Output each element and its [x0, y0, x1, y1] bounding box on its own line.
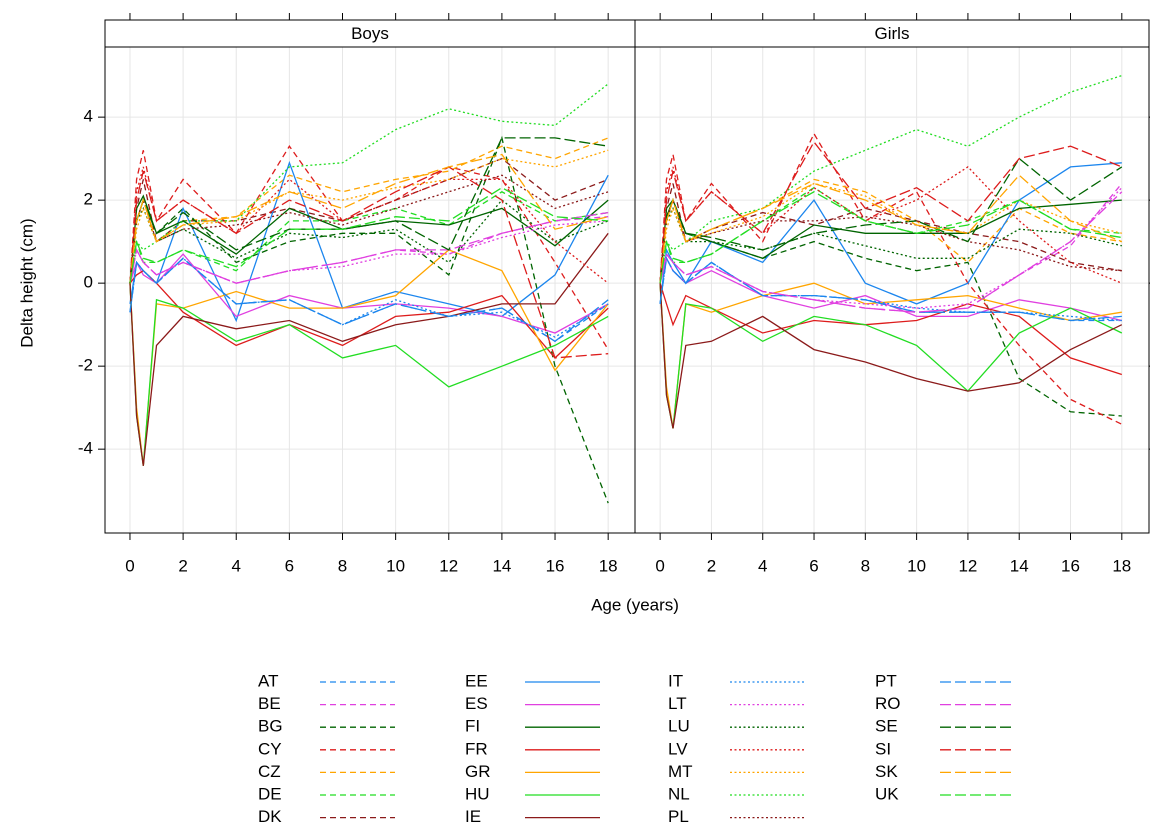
x-tick-label: 14 — [1010, 556, 1029, 575]
series-line — [129, 249, 609, 466]
series-line — [659, 256, 1122, 322]
legend-label: UK — [875, 784, 899, 803]
series-line — [659, 187, 1123, 309]
series-line — [129, 257, 609, 338]
series-line — [659, 198, 1122, 417]
series-line — [129, 166, 609, 359]
series-line — [659, 256, 1122, 322]
series-line — [659, 191, 1123, 313]
series-line — [129, 232, 609, 466]
legend-label: MT — [668, 762, 693, 781]
series-line — [129, 211, 609, 284]
plot-area — [129, 83, 609, 504]
series-line — [659, 256, 1122, 322]
x-tick-label: 10 — [907, 556, 926, 575]
series-line — [659, 283, 1123, 376]
series-line — [659, 140, 1123, 284]
y-tick-label: -2 — [78, 356, 93, 375]
legend-label: PL — [668, 807, 689, 826]
series-line — [129, 153, 609, 284]
y-tick-label: 0 — [84, 273, 93, 292]
legend-label: IE — [465, 807, 481, 826]
legend-label: LV — [668, 739, 688, 758]
series-line — [129, 160, 609, 323]
legend-label: EE — [465, 671, 488, 690]
series-line — [659, 256, 1122, 322]
x-tick-label: 18 — [599, 556, 618, 575]
x-tick-label: 6 — [809, 556, 818, 575]
series-line — [659, 206, 1122, 284]
series-line — [659, 191, 1122, 284]
legend-label: DK — [258, 807, 282, 826]
x-tick-label: 8 — [338, 556, 347, 575]
x-tick-label: 0 — [655, 556, 664, 575]
x-tick-label: 14 — [492, 556, 511, 575]
y-tick-label: 2 — [84, 190, 93, 209]
x-tick-label: 8 — [861, 556, 870, 575]
legend-label: GR — [465, 762, 491, 781]
series-line — [129, 186, 609, 284]
series-line — [129, 166, 609, 284]
x-tick-label: 0 — [125, 556, 134, 575]
legend-label: FI — [465, 717, 480, 736]
legend-label: BG — [258, 717, 283, 736]
series-line — [129, 174, 609, 284]
series-line — [659, 166, 1123, 284]
series-line — [659, 74, 1123, 284]
legend-label: CZ — [258, 762, 281, 781]
series-line — [659, 197, 1122, 284]
y-tick-label: -4 — [78, 439, 93, 458]
series-line — [129, 194, 609, 284]
legend-label: HU — [465, 784, 490, 803]
x-tick-label: 6 — [285, 556, 294, 575]
legend-label: FR — [465, 739, 488, 758]
series-line — [129, 253, 609, 334]
panel-border — [634, 19, 1150, 534]
legend-label: ES — [465, 694, 488, 713]
y-tick-label: 4 — [84, 107, 93, 126]
legend-label: SE — [875, 717, 898, 736]
x-tick-label: 16 — [1061, 556, 1080, 575]
legend-label: PT — [875, 671, 897, 690]
legend-label: IT — [668, 671, 683, 690]
legend-label: SK — [875, 762, 898, 781]
plot-area — [659, 74, 1123, 429]
series-line — [129, 257, 609, 343]
legend-label: CY — [258, 739, 282, 758]
series-line — [659, 178, 1122, 284]
series-line — [129, 199, 609, 284]
series-line — [129, 220, 609, 284]
x-tick-label: 12 — [958, 556, 977, 575]
y-axis-label: Delta height (cm) — [17, 218, 36, 347]
series-line — [129, 83, 609, 284]
x-tick-label: 12 — [439, 556, 458, 575]
x-tick-label: 18 — [1112, 556, 1131, 575]
series-line — [129, 283, 609, 466]
x-tick-label: 4 — [758, 556, 767, 575]
series-line — [129, 145, 609, 350]
legend-label: DE — [258, 784, 282, 803]
legend-label: LT — [668, 694, 687, 713]
legend-label: AT — [258, 671, 278, 690]
series-line — [659, 283, 1123, 429]
legend-label: LU — [668, 717, 690, 736]
legend-label: NL — [668, 784, 690, 803]
x-tick-label: 2 — [178, 556, 187, 575]
legend-label: RO — [875, 694, 901, 713]
legend-label: BE — [258, 694, 281, 713]
x-tick-label: 16 — [546, 556, 565, 575]
series-line — [659, 186, 1122, 284]
strip-title: Boys — [351, 24, 389, 43]
x-tick-label: 2 — [707, 556, 716, 575]
series-line — [129, 157, 609, 284]
series-line — [659, 132, 1123, 425]
x-axis-label: Age (years) — [591, 595, 679, 614]
legend-label: SI — [875, 739, 891, 758]
strip-title: Girls — [875, 24, 910, 43]
series-line — [659, 174, 1123, 284]
x-tick-label: 10 — [386, 556, 405, 575]
x-tick-label: 4 — [232, 556, 241, 575]
